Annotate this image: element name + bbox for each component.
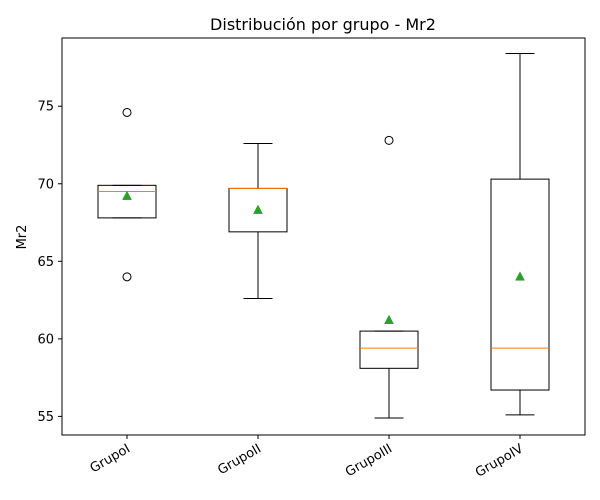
box-rect [359, 330, 419, 369]
x-axis-ticks: GrupoI GrupoII GrupoIII GrupoIV [88, 435, 526, 481]
outlier-point [122, 272, 132, 282]
x-tick-label: GrupoII [215, 441, 264, 478]
box-group [359, 135, 419, 419]
mean-marker [122, 190, 132, 200]
x-tick-label: GrupoIV [473, 441, 526, 480]
outlier-point [122, 107, 132, 117]
box-rect [97, 184, 157, 219]
box-group [228, 142, 288, 300]
y-axis-label: Mr2 [15, 225, 30, 250]
y-tick-label: 60 [37, 332, 54, 347]
mean-marker [384, 314, 394, 324]
box-series [97, 53, 550, 419]
y-tick-label: 65 [37, 255, 54, 270]
mean-marker [253, 204, 263, 214]
box-group [97, 107, 157, 282]
y-axis-ticks: 55 60 65 70 75 [37, 100, 62, 425]
x-tick-label: GrupoIII [343, 441, 395, 480]
outlier-point [384, 135, 394, 145]
mean-marker [515, 271, 525, 281]
plot-area-frame [61, 37, 586, 436]
chart-title: Distribución por grupo - Mr2 [210, 15, 436, 34]
y-tick-label: 55 [37, 410, 54, 425]
y-tick-label: 70 [37, 177, 54, 192]
box-rect [490, 178, 550, 391]
x-tick-label: GrupoI [88, 441, 133, 476]
y-tick-label: 75 [37, 100, 54, 115]
box-group [490, 53, 550, 416]
